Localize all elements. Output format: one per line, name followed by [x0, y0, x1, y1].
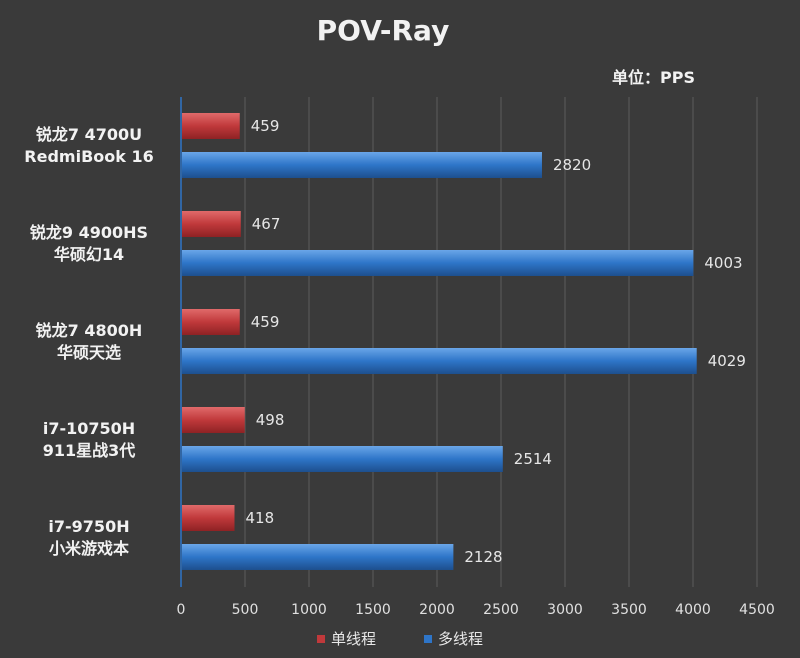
bar-multi [182, 250, 694, 276]
bar-single [182, 211, 241, 237]
x-tick-label: 2000 [419, 602, 455, 618]
legend-item: 多线程 [424, 628, 483, 649]
unit-label: 单位：PPS [612, 68, 695, 87]
bar-multi [182, 152, 542, 178]
x-tick-label: 3000 [547, 602, 583, 618]
x-tick-label: 500 [232, 602, 259, 618]
legend-label: 多线程 [438, 630, 484, 648]
x-tick-label: 4000 [675, 602, 711, 618]
category-label-line1: 锐龙9 4900HS [29, 223, 149, 242]
legend: 单线程 多线程 [0, 628, 800, 649]
bar-multi [182, 544, 454, 570]
data-label: 459 [251, 117, 280, 135]
bars [182, 113, 697, 570]
data-labels: 459 467 459 498 418 2820 4003 4029 2514 2128 [246, 117, 746, 566]
data-label: 4029 [708, 352, 746, 370]
data-label: 4003 [704, 254, 742, 272]
category-label-line1: i7-10750H [42, 419, 136, 438]
category-label: i7-10750H 911星战3代 [0, 418, 178, 462]
bar-multi [182, 348, 697, 374]
legend-label: 单线程 [330, 630, 376, 648]
x-tick-label: 4500 [739, 602, 775, 618]
gridlines [180, 97, 758, 587]
bar-single [182, 113, 240, 139]
category-label-line2: 华硕天选 [56, 343, 121, 362]
legend-swatch [424, 634, 432, 643]
bar-single [182, 407, 245, 433]
chart-title: POV-Ray [316, 14, 450, 47]
data-label: 498 [256, 411, 285, 429]
data-label: 459 [251, 313, 280, 331]
data-label: 418 [246, 509, 275, 527]
bar-single [182, 505, 235, 531]
data-label: 2514 [514, 450, 552, 468]
data-label: 2128 [464, 548, 502, 566]
category-label-line1: i7-9750H [48, 517, 130, 536]
category-label-line2: 小米游戏本 [48, 539, 129, 558]
legend-swatch [316, 634, 325, 643]
category-label-line2: 华硕幻14 [53, 245, 125, 264]
x-tick-label: 0 [177, 602, 186, 618]
category-label: 锐龙7 4700U RedmiBook 16 [0, 124, 178, 168]
bar-single [182, 309, 240, 335]
x-tick-label: 1000 [291, 602, 327, 618]
x-axis-ticks: 0 500 1000 1500 2000 2500 3000 3500 4000 4500 [177, 602, 775, 618]
category-label: 锐龙9 4900HS 华硕幻14 [0, 222, 178, 266]
category-label-line2: RedmiBook 16 [24, 147, 154, 166]
category-label-line1: 锐龙7 4800H [35, 321, 143, 340]
legend-item: 单线程 [316, 628, 376, 649]
category-label-line2: 911星战3代 [42, 441, 136, 460]
x-tick-label: 3500 [611, 602, 647, 618]
category-label-line1: 锐龙7 4700U [35, 125, 143, 144]
x-tick-label: 2500 [483, 602, 519, 618]
x-tick-label: 1500 [355, 602, 391, 618]
data-label: 2820 [553, 156, 591, 174]
data-label: 467 [252, 215, 281, 233]
category-label: 锐龙7 4800H 华硕天选 [0, 320, 178, 364]
category-label: i7-9750H 小米游戏本 [0, 516, 178, 560]
bar-multi [182, 446, 503, 472]
